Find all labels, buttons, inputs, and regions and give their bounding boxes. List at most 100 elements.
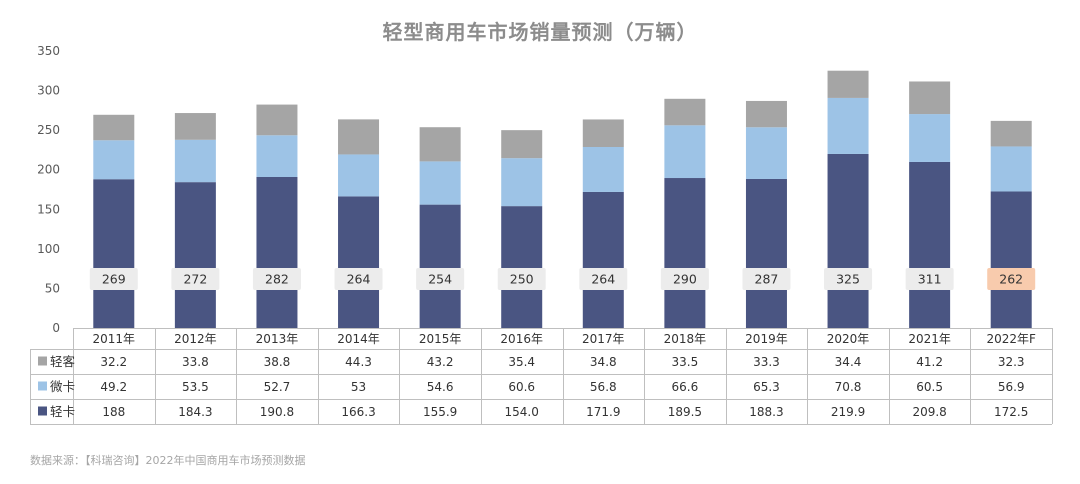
total-label: 264 — [347, 272, 371, 287]
total-label-box — [660, 268, 709, 290]
bar-segment-light-bus — [664, 98, 706, 126]
total-label: 282 — [265, 272, 289, 287]
data-table-value: 49.2 — [100, 380, 127, 394]
total-label-box — [89, 268, 138, 290]
bar-segment-mini-truck — [827, 97, 869, 154]
total-label: 264 — [591, 272, 615, 287]
bar-segment-mini-truck — [501, 158, 543, 207]
bar-segment-light-bus — [93, 114, 135, 141]
bar-segment-light-truck — [338, 196, 380, 328]
bar-segment-light-bus — [174, 113, 216, 140]
x-tick-label: 2015年 — [419, 332, 462, 346]
x-tick-label: 2014年 — [337, 332, 380, 346]
data-table-value: 33.5 — [672, 355, 699, 369]
data-table-value: 41.2 — [916, 355, 943, 369]
bar-segment-mini-truck — [93, 140, 135, 180]
x-tick-label: 2013年 — [256, 332, 299, 346]
data-table-value: 171.9 — [586, 405, 620, 419]
data-table-value: 54.6 — [427, 380, 454, 394]
x-tick-label: 2012年 — [174, 332, 217, 346]
x-tick-label: 2011年 — [93, 332, 136, 346]
x-tick-label: 2021年 — [908, 332, 951, 346]
total-label-box — [579, 268, 628, 290]
y-tick-label: 0 — [52, 321, 60, 335]
total-label: 290 — [673, 272, 697, 287]
bar-segment-light-bus — [338, 119, 380, 155]
total-label: 269 — [102, 272, 126, 287]
data-table-value: 34.8 — [590, 355, 617, 369]
data-table-value: 188.3 — [749, 405, 783, 419]
data-table-value: 53 — [351, 380, 366, 394]
data-table-value: 209.8 — [912, 405, 946, 419]
bar-segment-light-truck — [501, 206, 543, 328]
bar-segment-mini-truck — [174, 139, 216, 183]
data-table-value: 188 — [102, 405, 125, 419]
total-label: 311 — [918, 272, 942, 287]
legend-label: 微卡 — [50, 379, 75, 394]
data-table-value: 53.5 — [182, 380, 209, 394]
x-tick-label: 2016年 — [500, 332, 543, 346]
legend-label: 轻卡 — [50, 404, 75, 419]
total-label-box — [171, 268, 220, 290]
bar-segment-mini-truck — [990, 146, 1032, 192]
bar-segment-mini-truck — [909, 114, 951, 162]
x-tick-label: 2017年 — [582, 332, 625, 346]
legend-swatch — [38, 406, 47, 416]
bar-segment-light-bus — [745, 100, 787, 128]
bar-segment-light-truck — [827, 153, 869, 328]
data-table-value: 44.3 — [345, 355, 372, 369]
x-tick-label: 2018年 — [664, 332, 707, 346]
bar-segment-mini-truck — [419, 161, 461, 205]
data-table-value: 52.7 — [264, 380, 291, 394]
total-label: 287 — [755, 272, 779, 287]
bar-segment-light-truck — [419, 204, 461, 328]
data-table-value: 189.5 — [668, 405, 702, 419]
total-label-box — [742, 268, 791, 290]
bar-segment-light-truck — [582, 191, 624, 328]
bar-segment-mini-truck — [338, 154, 380, 197]
total-label-box — [987, 268, 1036, 290]
total-label: 325 — [836, 272, 860, 287]
data-table-value: 66.6 — [672, 380, 699, 394]
bar-segment-mini-truck — [582, 147, 624, 192]
data-table-value: 154.0 — [505, 405, 539, 419]
bar-segment-mini-truck — [664, 125, 706, 179]
x-tick-label: 2019年 — [745, 332, 788, 346]
data-table-value: 65.3 — [753, 380, 780, 394]
data-table-value: 219.9 — [831, 405, 865, 419]
data-table-value: 190.8 — [260, 405, 294, 419]
bar-segment-light-truck — [93, 179, 135, 328]
y-tick-label: 150 — [37, 202, 60, 216]
data-table-value: 34.4 — [835, 355, 862, 369]
data-table-value: 32.2 — [100, 355, 127, 369]
total-label-box — [905, 268, 954, 290]
total-label: 254 — [428, 272, 452, 287]
legend-swatch — [38, 356, 47, 366]
bar-segment-mini-truck — [745, 127, 787, 179]
data-table-value: 172.5 — [994, 405, 1028, 419]
bar-segment-light-truck — [745, 178, 787, 328]
data-table-value: 155.9 — [423, 405, 457, 419]
data-table-value: 70.8 — [835, 380, 862, 394]
x-tick-label: 2020年 — [827, 332, 870, 346]
legend-swatch — [38, 381, 47, 391]
data-table-value: 56.8 — [590, 380, 617, 394]
bar-segment-light-truck — [664, 178, 706, 328]
data-table-value: 33.8 — [182, 355, 209, 369]
bar-segment-light-truck — [174, 182, 216, 328]
total-label-box — [497, 268, 546, 290]
bar-segment-light-truck — [256, 176, 298, 328]
y-tick-label: 50 — [45, 281, 60, 295]
bar-segment-light-bus — [909, 81, 951, 115]
data-table-value: 38.8 — [264, 355, 291, 369]
bar-segment-light-truck — [909, 161, 951, 328]
data-table-value: 33.3 — [753, 355, 780, 369]
bar-segment-light-bus — [827, 70, 869, 98]
data-table-value: 43.2 — [427, 355, 454, 369]
data-table-value: 184.3 — [178, 405, 212, 419]
data-table-value: 56.9 — [998, 380, 1025, 394]
total-label: 272 — [183, 272, 207, 287]
x-tick-label: 2022年F — [986, 332, 1036, 346]
bar-segment-light-bus — [501, 130, 543, 159]
